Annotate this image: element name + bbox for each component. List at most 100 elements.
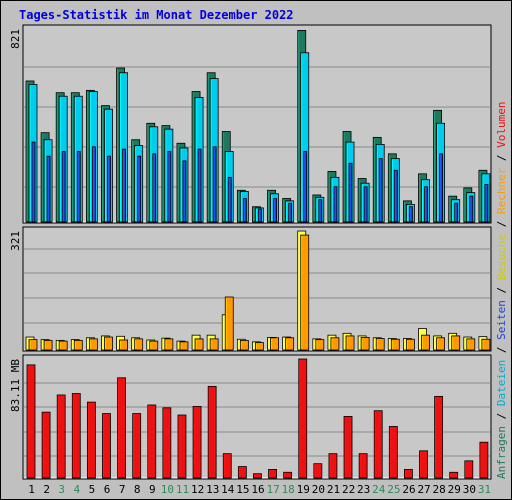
x-tick-label-17: 17 — [266, 483, 279, 496]
legend-part-1: / — [495, 406, 508, 426]
x-tick-label-31: 31 — [478, 483, 491, 496]
bar-rechner-21 — [330, 337, 340, 351]
legend-part-0: Anfragen — [495, 426, 508, 479]
x-tick-label-29: 29 — [448, 483, 461, 496]
x-tick-label-23: 23 — [357, 483, 370, 496]
bar-volumen-1 — [26, 364, 36, 479]
bar-rechner-31 — [481, 338, 491, 351]
y-max-label-middle: 321 — [9, 231, 22, 251]
chart-title: Tages-Statistik im Monat Dezember 2022 — [19, 8, 294, 22]
bar-rechner-14 — [224, 296, 234, 351]
bar-rechner-1 — [28, 339, 38, 351]
x-tick-label-7: 7 — [119, 483, 126, 496]
plot-area-top — [22, 24, 492, 224]
y-max-label-top: 821 — [9, 29, 22, 49]
plot-area-bottom — [22, 354, 492, 480]
bar-volumen-13 — [207, 385, 217, 479]
x-tick-label-6: 6 — [104, 483, 111, 496]
bar-rechner-10 — [164, 338, 174, 351]
x-tick-label-18: 18 — [282, 483, 295, 496]
bar-volumen-25 — [388, 426, 398, 479]
bar-volumen-28 — [434, 395, 444, 479]
x-tick-label-27: 27 — [417, 483, 430, 496]
bar-volumen-27 — [419, 450, 428, 479]
legend-part-4: Seiten — [495, 300, 508, 340]
bar-volumen-4 — [71, 393, 81, 479]
bar-volumen-12 — [192, 406, 202, 479]
x-tick-label-4: 4 — [74, 483, 81, 496]
bar-rechner-26 — [406, 338, 415, 351]
x-tick-label-2: 2 — [43, 483, 50, 496]
legend-part-2: Dateien — [495, 360, 508, 406]
y-max-label-bottom: 83.11 MB — [9, 359, 22, 412]
legend-part-8: Rechner — [495, 167, 508, 214]
bar-rechner-2 — [43, 339, 53, 351]
x-tick-label-28: 28 — [433, 483, 446, 496]
bar-rechner-18 — [285, 337, 295, 351]
bar-rechner-20 — [315, 339, 325, 351]
bar-rechner-5 — [88, 338, 98, 351]
bar-volumen-16 — [253, 473, 262, 479]
bar-volumen-11 — [177, 414, 187, 479]
bar-volumen-21 — [328, 453, 338, 479]
bar-rechner-25 — [390, 338, 400, 351]
x-tick-label-25: 25 — [387, 483, 400, 496]
bar-rechner-22 — [345, 335, 355, 351]
x-tick-label-20: 20 — [312, 483, 325, 496]
bar-rechner-8 — [134, 338, 144, 351]
bar-rechner-19 — [300, 234, 310, 351]
legend-vertical: Anfragen / Dateien / Seiten / Besuche / … — [495, 101, 508, 479]
bar-volumen-24 — [373, 410, 383, 479]
legend-part-6: Besuche — [495, 234, 508, 280]
legend-part-7: / — [495, 214, 508, 234]
x-tick-label-3: 3 — [58, 483, 65, 496]
bar-rechner-29 — [451, 335, 461, 351]
bar-rechner-17 — [270, 337, 279, 351]
bar-volumen-19 — [298, 358, 308, 479]
bar-rechner-23 — [360, 336, 370, 351]
x-tick-label-5: 5 — [89, 483, 96, 496]
bar-volumen-23 — [358, 453, 368, 479]
x-tick-label-19: 19 — [297, 483, 310, 496]
bar-rechner-4 — [73, 339, 83, 351]
bar-rechner-16 — [255, 342, 264, 351]
x-tick-label-30: 30 — [463, 483, 476, 496]
bar-volumen-10 — [162, 407, 172, 479]
bar-rechner-24 — [375, 338, 385, 351]
x-tick-label-16: 16 — [251, 483, 264, 496]
legend-part-5: / — [495, 280, 508, 300]
bar-volumen-3 — [56, 394, 66, 479]
legend-part-3: / — [495, 340, 508, 360]
x-tick-label-21: 21 — [327, 483, 340, 496]
bar-volumen-26 — [404, 469, 413, 479]
bar-rechner-6 — [104, 336, 113, 351]
x-tick-label-22: 22 — [342, 483, 355, 496]
bar-volumen-22 — [343, 416, 353, 479]
bar-volumen-29 — [449, 471, 459, 479]
x-tick-label-14: 14 — [221, 483, 235, 496]
plot-area-middle — [22, 226, 492, 352]
bar-rechner-28 — [436, 337, 446, 351]
bar-rechner-27 — [421, 334, 430, 351]
bar-volumen-8 — [132, 413, 142, 479]
bar-rechner-9 — [149, 340, 159, 351]
x-tick-label-26: 26 — [402, 483, 415, 496]
x-tick-label-15: 15 — [236, 483, 249, 496]
bar-rechner-13 — [209, 338, 219, 351]
x-tick-label-8: 8 — [134, 483, 141, 496]
legend-part-10: Volumen — [495, 101, 508, 147]
bar-volumen-17 — [268, 469, 277, 479]
bar-volumen-20 — [313, 463, 323, 479]
x-tick-label-9: 9 — [149, 483, 156, 496]
bar-rechner-30 — [466, 338, 476, 351]
bar-volumen-14 — [222, 453, 232, 479]
bar-rechner-15 — [239, 339, 249, 351]
bar-volumen-7 — [117, 377, 126, 479]
bar-volumen-30 — [464, 460, 474, 479]
x-tick-label-24: 24 — [372, 483, 386, 496]
bar-volumen-18 — [283, 471, 293, 479]
x-tick-label-12: 12 — [191, 483, 204, 496]
bar-volumen-6 — [102, 413, 111, 479]
